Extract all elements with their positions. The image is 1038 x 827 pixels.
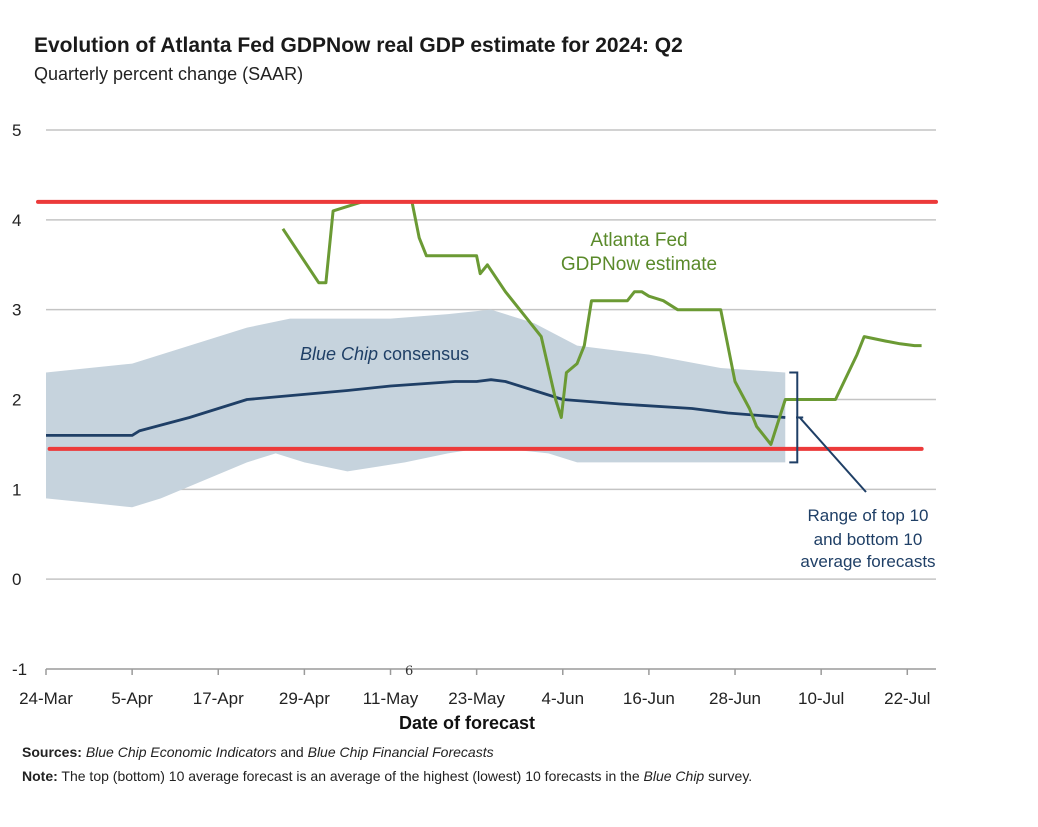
x-tick-label-3: 29-Apr bbox=[279, 689, 330, 708]
x-axis-label: Date of forecast bbox=[399, 713, 535, 733]
chart-subtitle: Quarterly percent change (SAAR) bbox=[34, 64, 304, 84]
note-text: The top (bottom) 10 average forecast is … bbox=[57, 768, 644, 784]
note-italic: Blue Chip bbox=[643, 768, 705, 784]
x-tick-label-9: 10-Jul bbox=[798, 689, 844, 708]
y-tick-label-6: -1 bbox=[12, 660, 27, 679]
range-annotation-line1: Range of top 10 bbox=[808, 506, 929, 525]
x-tick-label-2: 17-Apr bbox=[193, 689, 244, 708]
grid-layer bbox=[45, 129, 936, 675]
note-label: Note: bbox=[22, 768, 58, 784]
y-tick-label-2: 3 bbox=[12, 301, 21, 320]
y-tick-label-3: 2 bbox=[12, 391, 21, 410]
chart-title: Evolution of Atlanta Fed GDPNow real GDP… bbox=[34, 34, 683, 57]
x-tick-label-4: 11-May bbox=[363, 689, 419, 708]
note-line: Note: The top (bottom) 10 average foreca… bbox=[22, 766, 862, 786]
x-tick-label-5: 23-May bbox=[448, 689, 505, 708]
consensus-annotation: Blue Chip consensus bbox=[300, 344, 469, 364]
reference-lines bbox=[36, 199, 938, 451]
consensus-annotation-italic: Blue Chip bbox=[300, 344, 378, 364]
y-tick-label-0: 5 bbox=[12, 121, 21, 140]
consensus-annotation-rest: consensus bbox=[378, 344, 469, 364]
stray-mark: 6 bbox=[405, 664, 413, 679]
consensus-line bbox=[46, 378, 786, 437]
x-tick-label-1: 5-Apr bbox=[111, 689, 153, 708]
series-layer bbox=[46, 200, 922, 446]
x-tick-label-6: 4-Jun bbox=[542, 689, 585, 708]
sources-line: Sources: Blue Chip Economic Indicators a… bbox=[22, 744, 494, 760]
x-tick-label-8: 28-Jun bbox=[709, 689, 761, 708]
x-tick-label-7: 16-Jun bbox=[623, 689, 675, 708]
range-annotation-line2: and bottom 10 bbox=[814, 530, 923, 549]
y-tick-label-1: 4 bbox=[12, 211, 21, 230]
range-band bbox=[46, 309, 786, 508]
range-annotation-line3: average forecasts bbox=[800, 552, 935, 571]
range-leader-line bbox=[798, 416, 867, 493]
x-tick-label-0: 24-Mar bbox=[19, 689, 73, 708]
gdpnow-annotation-line1: Atlanta Fed bbox=[590, 230, 687, 251]
gdpnow-chart: 5 4 3 2 1 0 -1 24-Mar 5-Apr 17-Apr 29-Apr 11-May 23-… bbox=[12, 121, 938, 733]
sources-label: Sources: bbox=[22, 744, 82, 760]
sources-and: and bbox=[276, 744, 308, 760]
tick-labels: 5 4 3 2 1 0 -1 24-Mar 5-Apr 17-Apr 29-Apr 11-May 23-… bbox=[12, 121, 930, 708]
note-end: survey. bbox=[704, 768, 753, 784]
y-tick-label-4: 1 bbox=[12, 480, 21, 499]
range-bracket bbox=[789, 371, 867, 493]
gdpnow-line bbox=[281, 200, 922, 446]
sources-italic-1: Blue Chip Economic Indicators bbox=[85, 744, 277, 760]
x-tick-label-10: 22-Jul bbox=[884, 689, 930, 708]
sources-italic-2: Blue Chip Financial Forecasts bbox=[307, 744, 494, 760]
range-layer bbox=[46, 309, 786, 508]
y-tick-label-5: 0 bbox=[12, 570, 21, 589]
gdpnow-annotation-line2: GDPNow estimate bbox=[561, 254, 717, 275]
